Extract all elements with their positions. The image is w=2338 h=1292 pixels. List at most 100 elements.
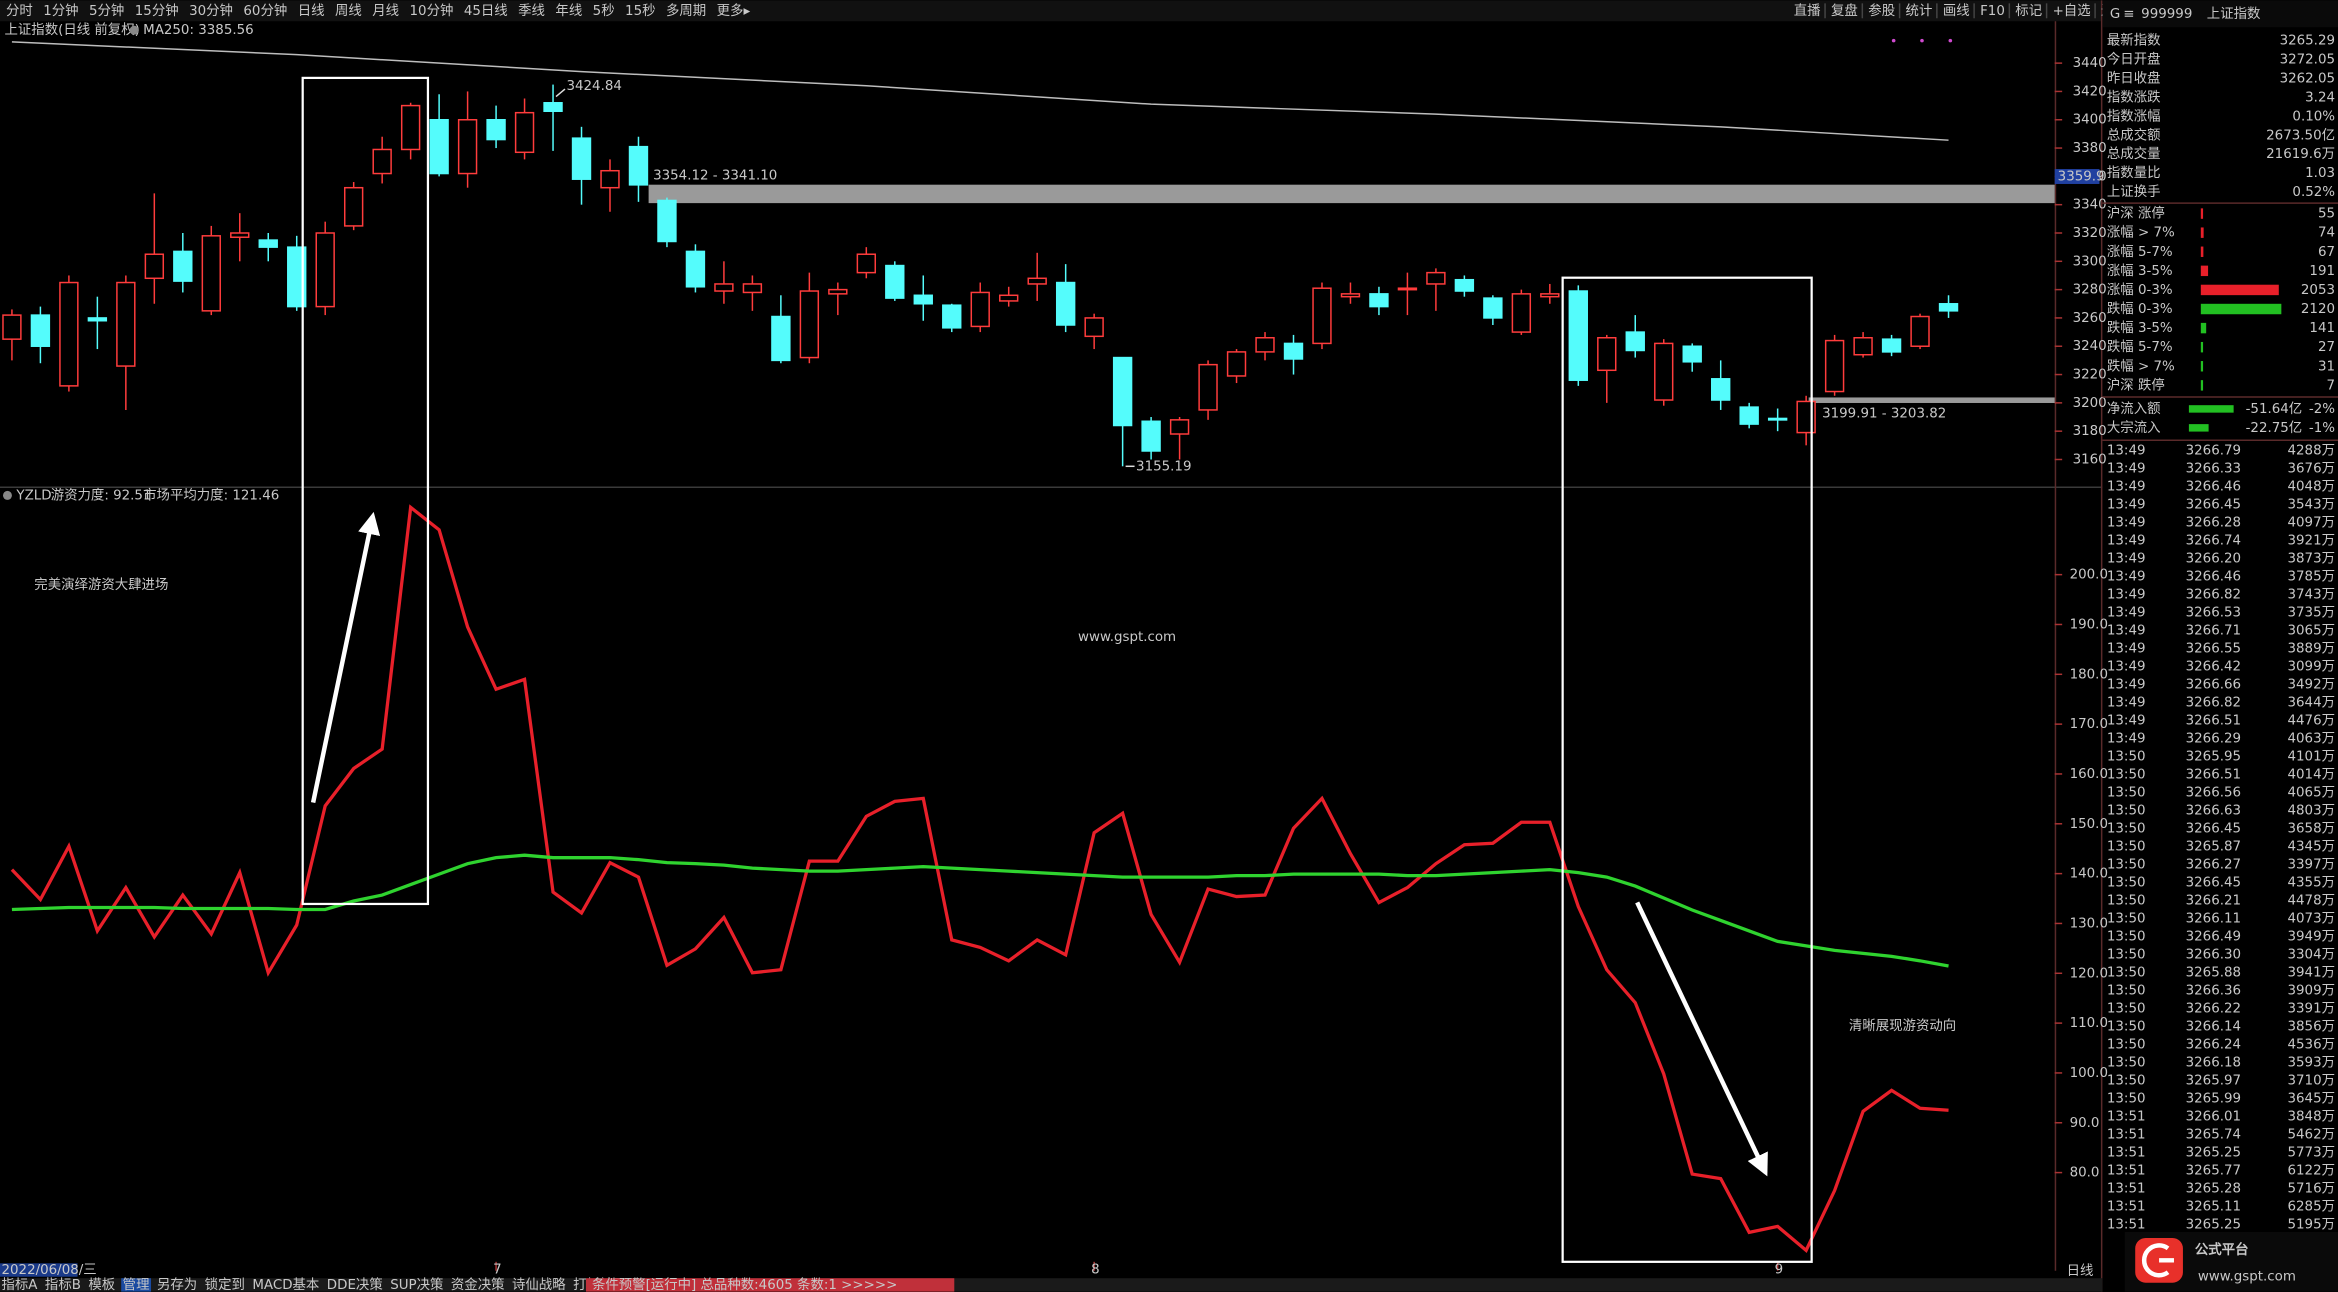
tool-button[interactable]: +自选 xyxy=(2053,3,2091,19)
period-tab[interactable]: 15分钟 xyxy=(135,2,179,19)
tick-price: 3266.82 xyxy=(2186,588,2241,603)
period-label[interactable]: 日线 xyxy=(2067,1263,2094,1279)
period-tab[interactable]: 更多▸ xyxy=(717,2,751,19)
period-tab[interactable]: 10分钟 xyxy=(410,2,454,19)
tool-button[interactable]: 统计 xyxy=(1906,3,1933,19)
breadth-value: 2053 xyxy=(2301,283,2335,298)
y2-tick-label: 180.0 xyxy=(2070,667,2108,682)
quote-value: 3262.05 xyxy=(2280,71,2335,86)
period-tab[interactable]: 日线 xyxy=(298,3,325,19)
tick-price: 3266.53 xyxy=(2186,606,2241,621)
tick-time: 13:50 xyxy=(2107,858,2146,873)
tick-price: 3265.25 xyxy=(2186,1146,2241,1161)
menu-icon: 999999 xyxy=(2141,7,2192,22)
tab[interactable]: MACD基本 xyxy=(252,1276,319,1292)
period-tab[interactable]: 30分钟 xyxy=(189,2,233,19)
stock-name: 上证指数 xyxy=(2207,6,2261,22)
period-tab[interactable]: 15秒 xyxy=(625,3,655,19)
period-tab[interactable]: 45日线 xyxy=(464,3,508,19)
tick-volume: 3735万 xyxy=(2287,606,2335,621)
period-tab[interactable]: 季线 xyxy=(518,3,545,19)
x-tick-label: 9 xyxy=(1775,1262,1784,1277)
legend-entry: 游资力度: 92.51 xyxy=(51,487,152,503)
flow-bar xyxy=(2188,424,2209,432)
candle-body xyxy=(543,102,563,112)
tool-button[interactable]: 画线 xyxy=(1943,3,1970,19)
tool-button[interactable]: 复盘 xyxy=(1831,2,1858,19)
tool-button[interactable]: 参股 xyxy=(1868,2,1895,19)
flow-bar xyxy=(2188,405,2234,413)
toolbar-bg xyxy=(0,0,2103,22)
period-tab[interactable]: 60分钟 xyxy=(243,2,287,19)
flow-value: -51.64亿 xyxy=(2246,401,2303,417)
breadth-label: 沪深 跌停 xyxy=(2107,376,2165,393)
y-tick-label: 3180 xyxy=(2073,424,2107,439)
tab[interactable]: 资金决策 xyxy=(451,1276,505,1292)
tick-time: 13:49 xyxy=(2107,642,2146,657)
tick-price: 3266.49 xyxy=(2186,930,2241,945)
y-tick-label: 3420 xyxy=(2073,84,2107,99)
tab[interactable]: 模板 xyxy=(88,1277,115,1292)
indicator-line xyxy=(11,853,1949,968)
tab[interactable]: 管理 xyxy=(123,1277,150,1292)
tick-volume: 4345万 xyxy=(2287,840,2335,855)
tick-time: 13:50 xyxy=(2107,1092,2146,1107)
zone-label: 3199.91 - 3203.82 xyxy=(1822,406,1946,421)
breadth-label: 跌幅 0-3% xyxy=(2107,301,2173,317)
tick-price: 3266.27 xyxy=(2186,858,2241,873)
y-tick-label: 3240 xyxy=(2073,339,2107,354)
breadth-bar xyxy=(2200,246,2204,257)
breadth-bar xyxy=(2200,265,2209,277)
period-tab[interactable]: 1分钟 xyxy=(43,2,78,19)
tool-button[interactable]: F10 xyxy=(1980,4,2005,19)
candle-body xyxy=(1226,351,1247,377)
quote-value: 2673.50亿 xyxy=(2266,127,2335,143)
alert-bg xyxy=(585,1278,955,1292)
tick-time: 13:49 xyxy=(2107,606,2146,621)
tick-volume: 4803万 xyxy=(2287,804,2335,819)
tick-price: 3266.14 xyxy=(2186,1020,2241,1035)
tab[interactable]: 指标B xyxy=(45,1277,81,1292)
candle-body xyxy=(144,253,165,280)
period-tab[interactable]: 多周期 xyxy=(666,2,706,19)
settings-icon xyxy=(2,490,12,500)
highlight-box xyxy=(301,76,430,906)
quote-label: 指数量比 xyxy=(2107,165,2161,181)
tool-button[interactable]: 直播 xyxy=(1794,3,1821,19)
tick-volume: 5716万 xyxy=(2287,1182,2335,1197)
tab[interactable]: SUP决策 xyxy=(390,1276,443,1292)
tab[interactable]: 另存为 xyxy=(157,1277,197,1292)
candle-body xyxy=(2,314,22,340)
candle-body xyxy=(714,283,734,292)
tab[interactable]: 指标A xyxy=(1,1277,38,1292)
side-header-bg xyxy=(2102,0,2338,28)
high-label: 3424.84 xyxy=(566,79,621,94)
period-tab[interactable]: 分时 xyxy=(6,3,33,19)
tick-price: 3265.25 xyxy=(2186,1218,2241,1233)
candle-body xyxy=(1824,339,1845,393)
candle-body xyxy=(1938,303,1959,312)
tick-volume: 4097万 xyxy=(2287,516,2335,531)
flow-pct: -2% xyxy=(2309,402,2335,417)
tick-price: 3265.95 xyxy=(2186,750,2241,765)
alert[interactable]: 条件预警[运行中] 总品种数:4605 条数:1 >>>>> xyxy=(592,1276,897,1292)
candle-body xyxy=(201,235,221,312)
y2-tick-label: 200.0 xyxy=(2070,568,2108,583)
tab[interactable]: DDE决策 xyxy=(327,1276,383,1292)
candle-body xyxy=(885,264,905,299)
tool-button[interactable]: 标记 xyxy=(2015,3,2042,19)
x-tick-label: 8 xyxy=(1091,1262,1100,1277)
tab[interactable]: 诗仙战略 xyxy=(512,1277,566,1292)
low-label: 3155.19 xyxy=(1136,459,1191,474)
candle-body xyxy=(230,232,250,238)
tab[interactable]: 锁定到 xyxy=(205,1277,245,1292)
period-tab[interactable]: 5分钟 xyxy=(89,2,124,19)
tick-price: 3266.21 xyxy=(2186,894,2241,909)
tab-active xyxy=(121,1278,152,1292)
period-tab[interactable]: 周线 xyxy=(335,3,362,19)
tick-volume: 4014万 xyxy=(2287,768,2335,783)
period-tab[interactable]: 5秒 xyxy=(593,3,615,19)
period-tab[interactable]: 月线 xyxy=(372,3,399,19)
period-tab[interactable]: 年线 xyxy=(555,3,582,19)
tick-volume: 3873万 xyxy=(2287,552,2335,567)
